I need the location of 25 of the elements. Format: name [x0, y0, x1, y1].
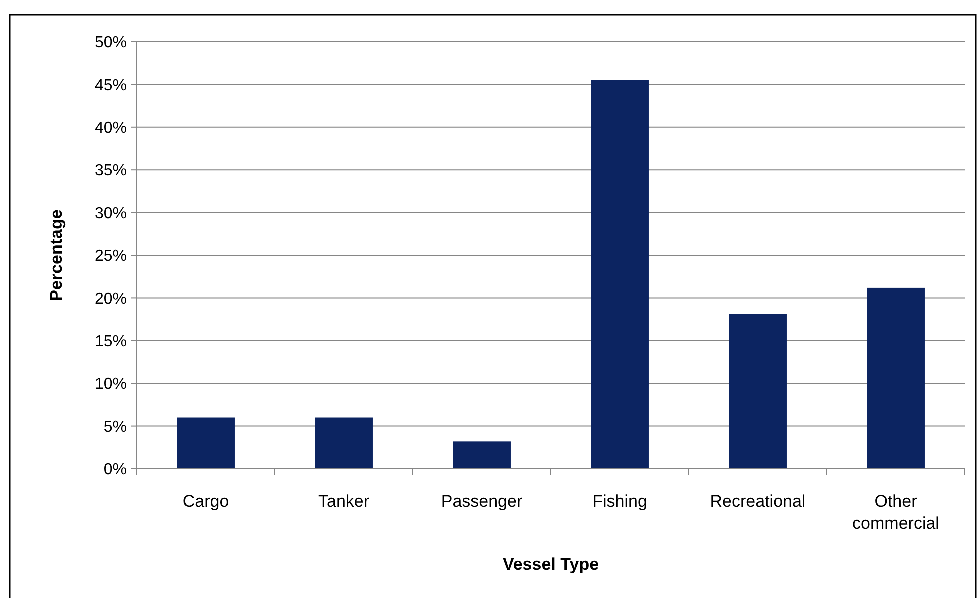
- y-tick-label: 15%: [94, 334, 127, 350]
- bar: [315, 418, 373, 469]
- x-tick-label: Other commercial: [852, 492, 940, 533]
- x-axis-title: Vessel Type: [502, 555, 600, 574]
- bar: [867, 288, 925, 469]
- y-tick-label: 50%: [94, 34, 127, 52]
- x-tick-label: Recreational: [710, 492, 806, 511]
- y-tick-label: 25%: [94, 248, 127, 266]
- y-tick-label: 20%: [94, 290, 127, 308]
- y-axis-title: Percentage: [47, 210, 66, 302]
- bar: [729, 314, 787, 469]
- y-tick-label: 10%: [94, 376, 127, 394]
- y-tick-label: 45%: [94, 77, 127, 94]
- bar: [591, 80, 649, 469]
- x-tick-label: Cargo: [182, 492, 230, 511]
- y-tick-label: 0%: [104, 462, 127, 479]
- y-tick-label: 30%: [94, 205, 127, 222]
- y-tick-label: 35%: [94, 162, 127, 180]
- x-tick-label: Passenger: [441, 492, 523, 511]
- bar: [177, 418, 235, 469]
- y-tick-label: 5%: [104, 418, 127, 436]
- x-tick-label: Tanker: [318, 492, 370, 511]
- bar: [453, 442, 511, 469]
- x-tick-label: Fishing: [592, 492, 648, 511]
- y-tick-label: 40%: [94, 120, 127, 137]
